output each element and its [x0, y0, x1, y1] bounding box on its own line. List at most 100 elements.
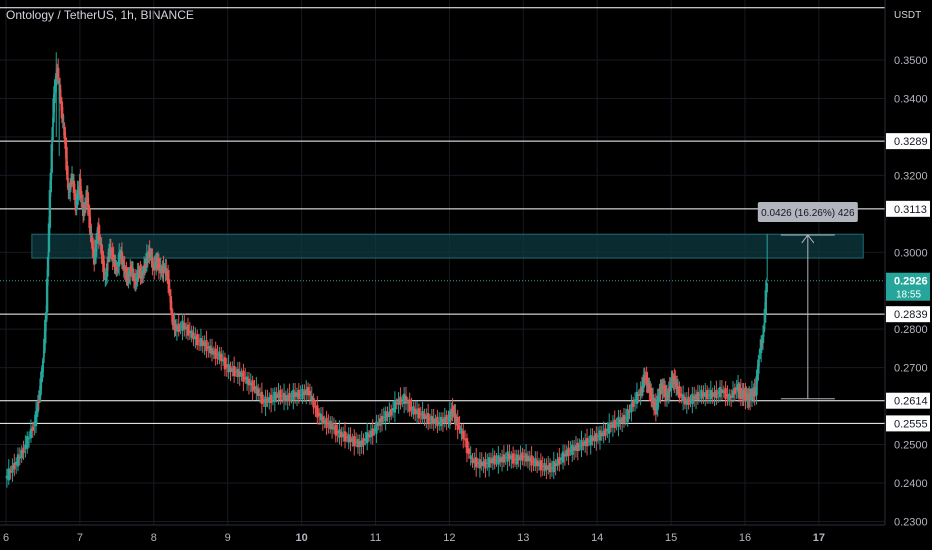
candle-body — [526, 455, 530, 462]
candle-body — [493, 455, 496, 465]
candle-body — [290, 395, 293, 397]
candle-body — [367, 434, 371, 438]
candle-body — [456, 416, 459, 430]
candle-body — [95, 239, 99, 243]
candle-body — [214, 348, 217, 359]
candle-body — [66, 165, 69, 181]
candle-body — [402, 393, 406, 404]
candle-body — [288, 392, 291, 402]
candle-body — [106, 261, 110, 263]
candle-body — [726, 394, 729, 397]
candle-body — [667, 388, 670, 397]
candle-body — [220, 353, 223, 362]
candle-body — [563, 453, 567, 457]
candle-body — [321, 416, 325, 424]
candle-body — [103, 267, 106, 276]
candle-body — [463, 439, 467, 441]
candle-body — [80, 190, 83, 199]
candle-body — [602, 430, 605, 437]
candle-body — [43, 338, 46, 354]
candle-body — [347, 434, 350, 443]
countdown-label: 18:55 — [896, 290, 921, 301]
price-tick-label: 0.2400 — [894, 478, 928, 490]
candle-body — [675, 382, 679, 391]
candle-body — [692, 396, 696, 400]
candle-body — [199, 338, 203, 347]
candle-body — [341, 433, 345, 438]
candle-body — [69, 182, 72, 193]
candle-body — [709, 389, 713, 400]
candle-body — [504, 457, 507, 459]
candle-body — [112, 256, 115, 260]
candle-body — [412, 406, 415, 415]
candle-body — [69, 180, 73, 185]
candle-body — [349, 436, 352, 443]
candle-body — [681, 394, 685, 402]
candle-body — [271, 397, 275, 399]
candle-body — [356, 438, 360, 448]
candle-body — [397, 398, 400, 405]
candle-body — [465, 438, 469, 454]
measure-label: 0.0426 (16.26%) 426 — [761, 208, 855, 219]
candle-body — [757, 359, 760, 374]
candle-body — [358, 441, 361, 447]
candle-body — [269, 394, 273, 404]
candle-body — [205, 339, 208, 352]
candle-body — [149, 252, 152, 257]
candle-body — [530, 455, 533, 466]
candle-body — [598, 430, 602, 441]
candle-body — [62, 124, 65, 127]
candle-body — [312, 398, 315, 408]
candle-body — [82, 206, 86, 217]
candle-body — [105, 276, 108, 281]
candle-body — [314, 407, 317, 409]
candle-body — [617, 416, 620, 428]
candle-body — [196, 334, 199, 346]
candle-body — [620, 417, 624, 423]
candle-body — [76, 189, 79, 205]
candle-body — [183, 323, 186, 330]
candle-body — [345, 436, 349, 438]
candle-body — [117, 252, 121, 267]
candle-body — [7, 468, 10, 481]
candle-body — [236, 368, 240, 378]
candle-body — [31, 426, 34, 431]
candle-body — [445, 414, 448, 424]
candle-body — [426, 413, 430, 424]
candle-body — [467, 448, 470, 455]
candle-body — [54, 85, 57, 89]
candle-body — [439, 416, 443, 427]
candle-body — [676, 388, 680, 391]
candle-body — [637, 394, 640, 396]
candle-body — [168, 293, 172, 295]
candle-body — [613, 419, 616, 429]
candle-body — [619, 419, 622, 423]
candle-body — [141, 270, 144, 279]
candle-body — [145, 253, 149, 265]
candle-body — [748, 392, 752, 402]
candle-body — [323, 420, 326, 424]
candle-body — [474, 457, 478, 468]
candle-body — [384, 411, 387, 422]
candle-body — [609, 424, 613, 428]
candle-body — [388, 411, 391, 418]
candle-body — [685, 398, 689, 405]
candle-body — [567, 447, 570, 456]
time-tick-label: 7 — [77, 532, 83, 544]
candle-body — [212, 350, 216, 355]
candle-body — [102, 255, 105, 273]
candle-body — [593, 435, 596, 442]
level-price-label: 0.3289 — [894, 136, 928, 148]
candle-body — [60, 101, 64, 119]
candle-body — [478, 459, 482, 469]
candle-body — [26, 436, 29, 450]
candle-body — [365, 432, 369, 444]
time-tick-label: 6 — [3, 532, 9, 544]
candle-body — [319, 413, 323, 421]
candle-body — [334, 424, 337, 436]
candle-body — [580, 439, 583, 451]
candle-body — [169, 296, 173, 311]
candle-body — [687, 396, 690, 405]
candle-body — [364, 438, 367, 441]
